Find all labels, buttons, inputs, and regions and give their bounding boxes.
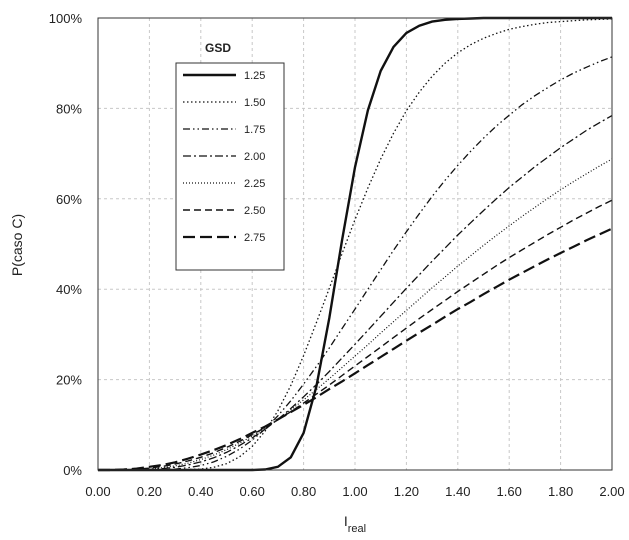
legend-items: 1.25 1.50 1.75 2.00 2.25 2.50 2.75: [183, 70, 265, 244]
y-tick-label: 60%: [56, 192, 82, 207]
x-axis-label-main: I: [344, 513, 348, 529]
legend-entry-label: 2.25: [244, 178, 265, 190]
legend-title: GSD: [205, 41, 231, 55]
legend-entry-label: 1.25: [244, 70, 265, 82]
legend-entry-label: 1.75: [244, 124, 265, 136]
y-tick-label: 100%: [49, 11, 83, 26]
legend-entry-label: 2.00: [244, 151, 265, 163]
y-tick-labels: 0% 20% 40% 60% 80% 100%: [49, 11, 83, 478]
grid: [97, 17, 613, 471]
legend: GSD 1.25 1.50 1.75 2.00 2.25 2.50 2.75: [175, 41, 285, 271]
y-tick-label: 0%: [63, 463, 82, 478]
x-tick-label: 1.60: [497, 484, 522, 499]
legend-box: [175, 62, 285, 271]
x-tick-label: 0.40: [188, 484, 213, 499]
x-axis-label: Ireal: [344, 513, 366, 535]
x-tick-label: 1.80: [548, 484, 573, 499]
y-axis-label: P(caso C): [9, 214, 25, 276]
legend-entry-label: 2.50: [244, 205, 265, 217]
series-line-5: [98, 158, 613, 471]
series-line-4: [98, 115, 613, 471]
x-tick-label: 0.80: [291, 484, 316, 499]
legend-entry-label: 1.50: [244, 97, 265, 109]
x-axis-label-sub: real: [348, 523, 366, 535]
x-tick-label: 2.00: [599, 484, 624, 499]
series-line-7: [98, 227, 613, 472]
x-tick-label: 0.20: [137, 484, 162, 499]
y-tick-label: 20%: [56, 373, 82, 388]
plot-frame: [97, 17, 613, 471]
x-tick-label: 1.00: [342, 484, 367, 499]
series-line-3: [98, 56, 613, 471]
x-tick-label: 1.20: [394, 484, 419, 499]
y-tick-label: 80%: [56, 101, 82, 116]
legend-entry-label: 2.75: [244, 232, 265, 244]
y-tick-label: 40%: [56, 282, 82, 297]
x-tick-label: 0.60: [240, 484, 265, 499]
x-tick-label: 0.00: [85, 484, 110, 499]
x-tick-label: 1.40: [445, 484, 470, 499]
x-tick-labels: 0.00 0.20 0.40 0.60 0.80 1.00 1.20 1.40 1.60 1.80…: [85, 484, 624, 499]
